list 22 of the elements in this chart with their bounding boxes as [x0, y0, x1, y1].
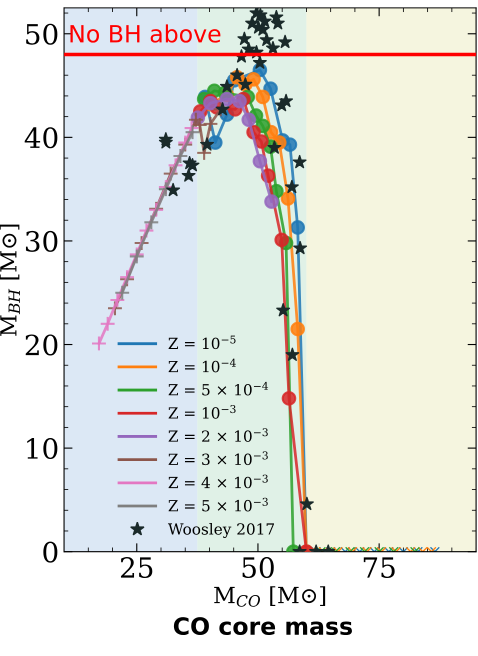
legend-label: Z = 5 × 10$^{−4}$	[168, 382, 268, 396]
y-tick-label: 20	[26, 334, 58, 356]
legend-label: Z = 4 × 10$^{−3}$	[168, 474, 268, 488]
y-tick-label: 50	[26, 24, 58, 45]
y-tick-label: 10	[27, 438, 58, 460]
x-axis-title: M$_{CO}$ [M⊙]	[214, 586, 326, 607]
legend-label: Z = 10$^{−4}$	[168, 358, 236, 372]
x-tick-label: 50	[242, 557, 274, 578]
ref-line-label: No BH above	[70, 24, 220, 43]
y-tick-label: 30	[26, 230, 58, 252]
x-tick-label: 75	[364, 557, 395, 578]
legend-label: Woosley 2017	[168, 522, 274, 538]
x-tick-label: 25	[120, 557, 152, 578]
y-tick-label: 0	[43, 542, 58, 563]
legend-label: Z = 3 × 10$^{−3}$	[168, 451, 268, 466]
legend-label: Z = 2 × 10$^{−3}$	[168, 428, 268, 442]
text: CO core mass	[174, 617, 352, 636]
legend-label: Z = 10$^{−3}$	[168, 405, 236, 419]
y-axis-title: M$_{BH}$ [M⊙]	[0, 224, 20, 336]
y-tick-label: 40	[24, 127, 58, 148]
legend-label: Z = 5 × 10$^{−3}$	[168, 498, 268, 512]
legend-label: Z = 10$^{−5}$	[168, 336, 236, 350]
